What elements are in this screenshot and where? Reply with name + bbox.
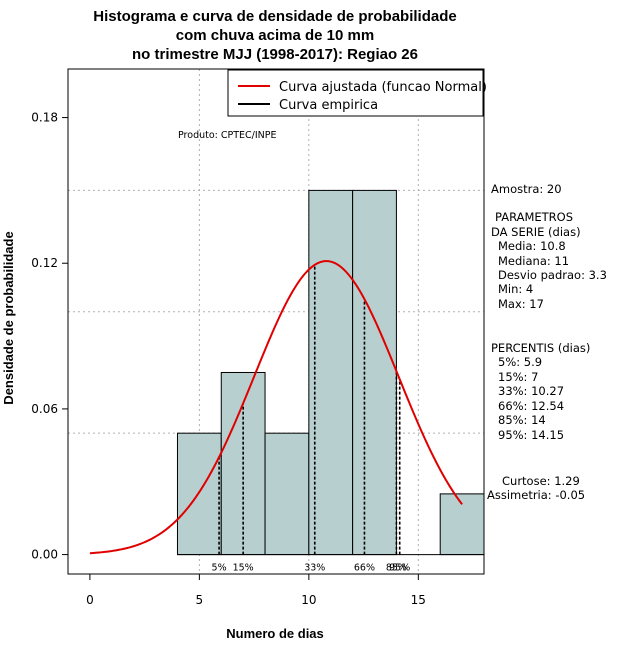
percentile-label-4: 85% <box>386 563 407 574</box>
param-mediana: Mediana: 11 <box>498 254 569 268</box>
percentile-label-3: 66% <box>354 563 375 574</box>
assimetria: Assimetria: -0.05 <box>487 488 585 502</box>
chart-title-line-1: Histograma e curva de densidade de proba… <box>93 8 456 25</box>
param-min: Min: 4 <box>498 282 533 296</box>
percentile-lines: 5% 15% 33% 66% 85%95% <box>212 264 410 574</box>
histogram-bar-4 <box>352 189 397 556</box>
axis-ticks: 0 5 10 15 0.00 0.06 0.12 0.18 <box>31 111 426 607</box>
param-media: Media: 10.8 <box>498 239 566 253</box>
histogram-bar-0 <box>176 432 222 556</box>
histogram-bars <box>176 189 485 556</box>
curtose: Curtose: 1.29 <box>502 474 580 488</box>
product-annotation: Produto: CPTEC/INPE <box>178 130 277 141</box>
x-tick-label-1: 5 <box>196 593 204 607</box>
percentil-66: 66%: 12.54 <box>498 399 564 413</box>
plot-frame <box>67 68 485 575</box>
x-tick-label-2: 10 <box>301 593 316 607</box>
percentis-title: PERCENTIS (dias) <box>491 341 590 355</box>
y-tick-label-1: 0.06 <box>31 402 58 416</box>
percentile-label-0: 5% <box>212 563 227 574</box>
percentile-label-5: 95% <box>389 563 410 574</box>
histogram-bar-3 <box>308 189 354 556</box>
legend-box <box>227 69 484 117</box>
params-title-1: PARAMETROS <box>495 210 573 224</box>
percentil-33: 33%: 10.27 <box>498 384 564 398</box>
chart-title-line-2: com chuva acima de 10 mm <box>176 27 374 44</box>
y-axis-label: Densidade de probabilidade <box>1 231 16 404</box>
percentil-15: 15%: 7 <box>498 370 538 384</box>
y-tick-label-3: 0.18 <box>31 111 58 125</box>
percentile-label-2: 33% <box>304 563 325 574</box>
percentile-label-1: 15% <box>233 563 254 574</box>
sample-size: Amostra: 20 <box>491 182 562 196</box>
percentil-95: 95%: 14.15 <box>498 428 564 442</box>
y-tick-label-0: 0.00 <box>31 548 58 562</box>
param-desvio: Desvio padrao: 3.3 <box>498 268 607 282</box>
x-axis-label: Numero de dias <box>226 626 324 641</box>
param-max: Max: 17 <box>498 297 544 311</box>
statistics-panel: Amostra: 20 PARAMETROS DA SERIE (dias) M… <box>487 182 607 502</box>
histogram-bar-2 <box>264 432 310 556</box>
params-title-2: DA SERIE (dias) <box>491 225 581 239</box>
x-tick-label-3: 15 <box>411 593 426 607</box>
legend-label-normal: Curva ajustada (funcao Normal) <box>279 80 487 95</box>
percentil-85: 85%: 14 <box>498 413 546 427</box>
legend: Curva ajustada (funcao Normal) Curva emp… <box>227 69 487 117</box>
x-tick-label-0: 0 <box>86 593 94 607</box>
legend-label-empirical: Curva empirica <box>279 98 378 113</box>
normal-fit-curve <box>89 260 463 555</box>
percentil-5: 5%: 5.9 <box>498 355 542 369</box>
chart-title-line-3: no trimestre MJJ (1998-2017): Regiao 26 <box>132 46 418 63</box>
y-tick-label-2: 0.12 <box>31 256 58 270</box>
